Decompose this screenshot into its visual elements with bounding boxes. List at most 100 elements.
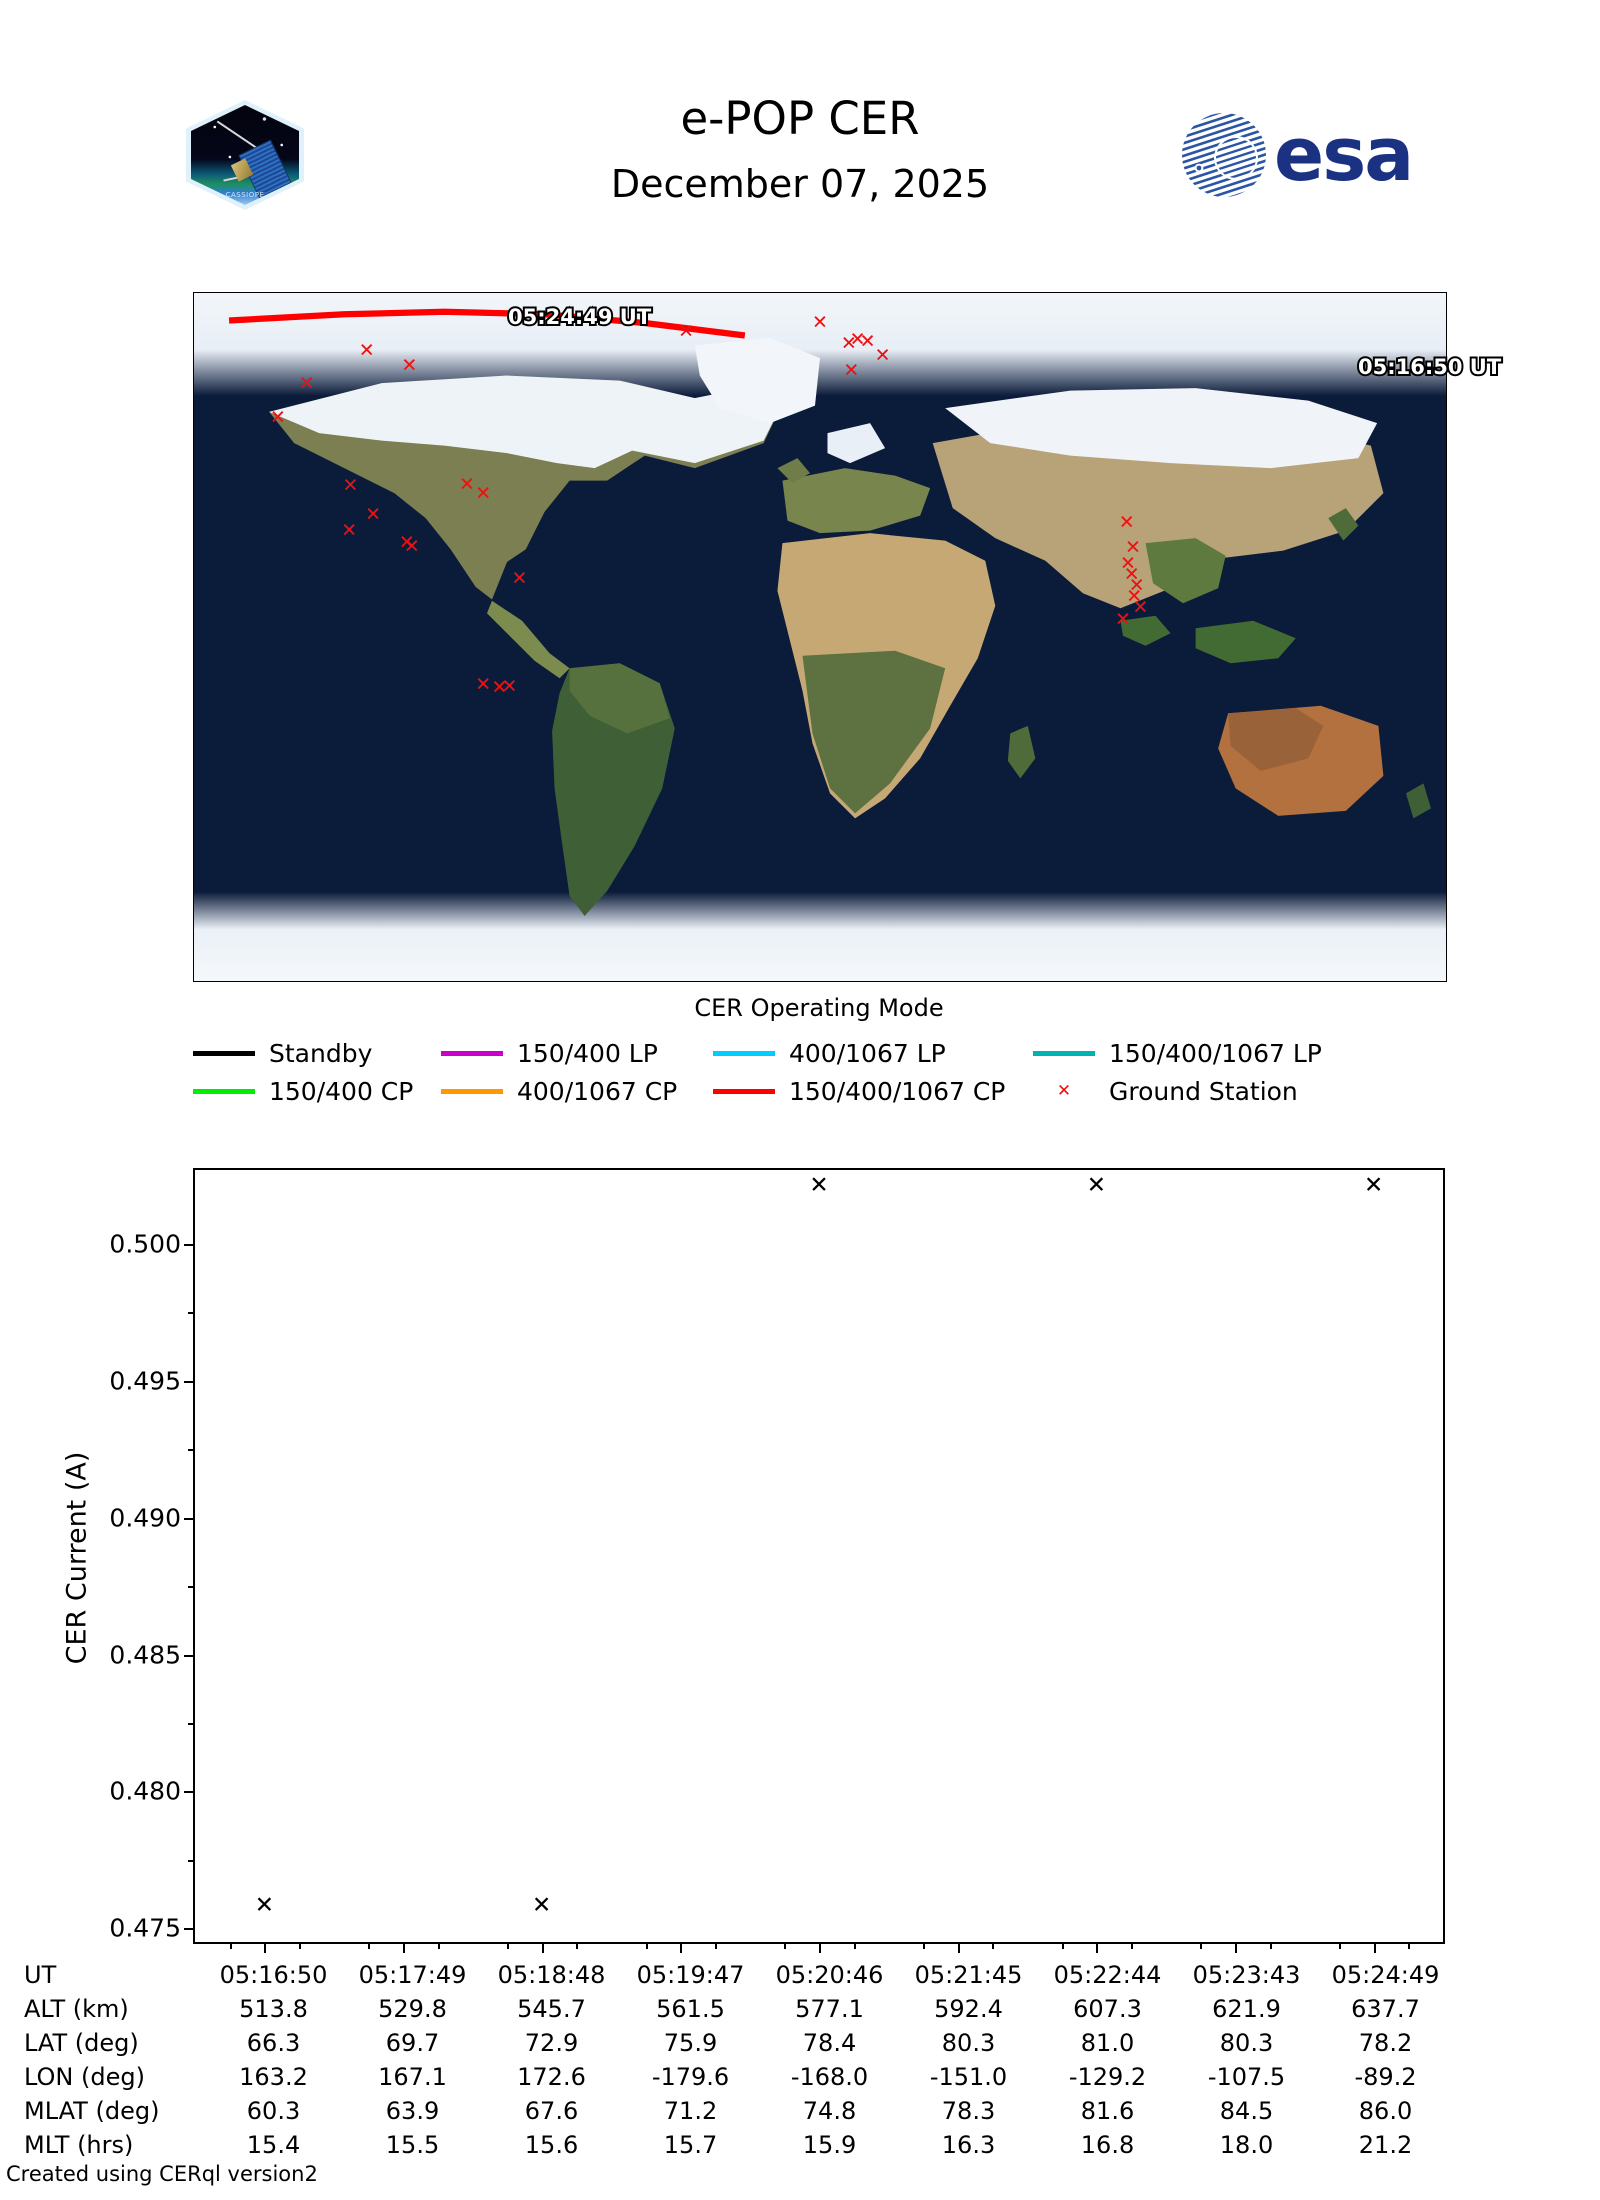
ground-station-marker: ✕ — [812, 311, 828, 334]
table-cell: 163.2 — [239, 2063, 308, 2091]
table-cell: 84.5 — [1219, 2097, 1274, 2125]
table-row-label: ALT (km) — [24, 1995, 129, 2023]
data-point-marker: ✕ — [809, 1172, 829, 1199]
legend-item-standby[interactable]: Standby — [193, 1036, 372, 1070]
table-cell: 18.0 — [1219, 2131, 1274, 2159]
table-row-label: UT — [24, 1961, 57, 1989]
x-axis-minor-tick — [853, 1942, 856, 1949]
ground-station-marker: ✕ — [341, 519, 358, 542]
x-axis-minor-tick — [923, 1942, 925, 1949]
table-cell: 15.7 — [663, 2131, 718, 2159]
legend-item-150-400-1067-lp[interactable]: 150/400/1067 LP — [1033, 1036, 1322, 1070]
map-time-label-start: 05:24:49 UT — [506, 303, 653, 331]
legend-label: 150/400/1067 CP — [789, 1076, 1006, 1106]
table-cell: -129.2 — [1068, 2063, 1147, 2091]
legend-color-swatch — [193, 1088, 255, 1094]
y-axis-tick — [184, 1243, 195, 1246]
legend-item-400-1067-lp[interactable]: 400/1067 LP — [713, 1036, 946, 1070]
legend-label: Standby — [269, 1038, 373, 1068]
table-cell: 05:19:47 — [636, 1961, 745, 1989]
map-continents — [269, 338, 1431, 916]
y-axis-tick — [184, 1654, 195, 1657]
legend-row: 150/400 CP 400/1067 CP 150/400/1067 CP ✕ Gro… — [193, 1074, 1445, 1108]
ground-station-marker: ✕ — [342, 474, 359, 497]
ground-station-marker: ✕ — [398, 531, 415, 554]
x-axis-minor-tick — [715, 1942, 717, 1949]
legend-item-150-400-lp[interactable]: 150/400 LP — [441, 1036, 658, 1070]
y-axis-minor-tick — [188, 1586, 195, 1589]
legend-color-swatch — [441, 1088, 503, 1094]
table-cell: 78.3 — [941, 2097, 996, 2125]
ground-station-marker: ✕ — [874, 344, 891, 367]
x-axis-minor-tick — [992, 1942, 995, 1949]
table-cell: -179.6 — [651, 2063, 730, 2091]
data-point-marker: ✕ — [1364, 1172, 1384, 1199]
y-axis-tick-label: 0.490 — [109, 1503, 181, 1533]
cer-current-plot[interactable]: 0.475 0.480 0.485 0.490 0.495 0.500 ✕ ✕ ✕ ✕ ✕ CER… — [62, 1168, 1445, 1953]
legend-row: Standby 150/400 LP 400/1067 LP 150/400/1067… — [193, 1036, 1445, 1070]
operating-mode-legend: Standby 150/400 LP 400/1067 LP 150/400/1067… — [193, 1036, 1445, 1110]
table-row: MLT (hrs) 15.4 15.5 15.6 15.7 15.9 16.3 16.8 18.… — [24, 2128, 1455, 2162]
x-axis-minor-tick — [1200, 1942, 1203, 1949]
y-axis-tick-label: 0.485 — [109, 1640, 181, 1670]
legend-item-150-400-cp[interactable]: 150/400 CP — [193, 1074, 413, 1108]
orbit-track-line — [228, 308, 746, 339]
table-cell: 15.9 — [802, 2131, 857, 2159]
esa-wordmark: esa — [1274, 112, 1414, 198]
ground-station-marker: ✕ — [1118, 511, 1135, 534]
legend-color-swatch — [713, 1088, 775, 1094]
table-cell: 15.6 — [524, 2131, 579, 2159]
esa-logo: esa — [1178, 112, 1460, 198]
y-axis-tick — [184, 1928, 195, 1931]
ephemeris-table-grid: UT 05:16:50 05:17:49 05:18:48 05:19:47 05:20:… — [24, 1958, 1455, 2162]
y-axis-tick-label: 0.480 — [109, 1776, 181, 1806]
table-row: UT 05:16:50 05:17:49 05:18:48 05:19:47 05:20:… — [24, 1958, 1455, 1992]
y-axis-title: CER Current (A) — [61, 1451, 93, 1665]
ground-station-marker: ✕ — [1115, 608, 1131, 631]
logo-caption: CASSIOPE — [225, 191, 265, 199]
ground-station-marker: ✕ — [1132, 596, 1149, 619]
table-cell: 05:16:50 — [219, 1961, 328, 1989]
table-cell: -89.2 — [1354, 2063, 1417, 2091]
world-map[interactable]: ✕ ✕ ✕ ✕ ✕ ✕ ✕ ✕ ✕ ✕ ✕ ✕ ✕ ✕ ✕ ✕ ✕ ✕ ✕ ✕ ✕ ✕ ✕ ✕ ✕ ✕ ✕ ✕ ✕ ✕ — [193, 292, 1447, 982]
legend-label: 150/400 LP — [517, 1038, 658, 1068]
esa-swirl-icon — [1182, 113, 1266, 197]
page-header: CASSIOPE e-POP CER December 07, 2025 — [0, 0, 1600, 210]
legend-item-400-1067-cp[interactable]: 400/1067 CP — [441, 1074, 677, 1108]
legend-item-ground-station[interactable]: ✕ Ground Station — [1033, 1074, 1298, 1108]
ground-station-marker: ✕ — [1128, 574, 1145, 597]
table-cell: 74.8 — [802, 2097, 857, 2125]
y-axis-tick — [184, 1517, 195, 1520]
table-cell: 545.7 — [517, 1995, 586, 2023]
legend-x-icon: ✕ — [1056, 1080, 1072, 1101]
table-cell: 05:17:49 — [358, 1961, 467, 1989]
x-axis-minor-tick — [368, 1942, 371, 1949]
table-cell: 561.5 — [656, 1995, 725, 2023]
table-cell: 577.1 — [795, 1995, 864, 2023]
ground-station-marker: ✕ — [1123, 563, 1140, 586]
x-axis-minor-tick — [1061, 1942, 1064, 1949]
legend-item-150-400-1067-cp[interactable]: 150/400/1067 CP — [713, 1074, 1005, 1108]
ground-station-marker: ✕ — [401, 354, 418, 377]
table-cell: -168.0 — [790, 2063, 869, 2091]
map-basemap-image: ✕ ✕ ✕ ✕ ✕ ✕ ✕ ✕ ✕ ✕ ✕ ✕ ✕ ✕ ✕ ✕ ✕ ✕ ✕ ✕ ✕ ✕ ✕ ✕ ✕ ✕ ✕ ✕ ✕ ✕ — [194, 293, 1446, 981]
table-cell: 637.7 — [1351, 1995, 1420, 2023]
x-axis-minor-tick — [1408, 1942, 1411, 1949]
table-cell: 05:18:48 — [497, 1961, 606, 1989]
table-cell: 67.6 — [524, 2097, 579, 2125]
table-cell: 63.9 — [385, 2097, 440, 2125]
ground-station-marker: ✕ — [840, 332, 857, 355]
x-axis-tick — [680, 1942, 683, 1953]
table-cell: 66.3 — [246, 2029, 301, 2057]
table-row-label: LAT (deg) — [24, 2029, 139, 2057]
table-cell: 167.1 — [378, 2063, 447, 2091]
ground-station-marker: ✕ — [843, 359, 860, 382]
table-row: MLAT (deg) 60.3 63.9 67.6 71.2 74.8 78.3 81.6 84… — [24, 2094, 1455, 2128]
x-axis-minor-tick — [229, 1942, 232, 1949]
x-axis-tick — [819, 1942, 821, 1953]
legend-label: 150/400/1067 LP — [1109, 1038, 1322, 1068]
legend-color-swatch — [441, 1050, 503, 1056]
data-point-marker: ✕ — [532, 1892, 552, 1919]
table-cell: 172.6 — [517, 2063, 586, 2091]
x-axis-minor-tick — [437, 1942, 440, 1949]
